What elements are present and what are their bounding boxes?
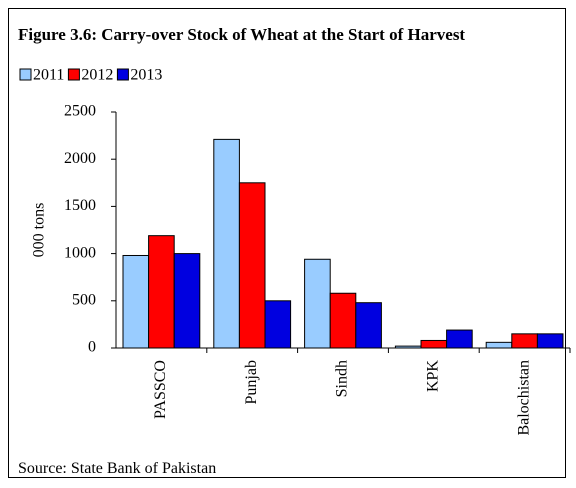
x-tick-label: Punjab: [243, 360, 260, 404]
chart-title: Figure 3.6: Carry-over Stock of Wheat at…: [18, 25, 466, 44]
y-tick-label: 1500: [64, 197, 96, 214]
source-note: Source: State Bank of Pakistan: [18, 460, 217, 477]
x-tick-label: KPK: [424, 360, 441, 392]
legend-label: 2012: [81, 67, 113, 84]
legend-label: 2011: [33, 67, 64, 84]
bar: [173, 253, 201, 349]
x-tick-label: Balochistan: [515, 360, 532, 436]
y-tick-label: 500: [72, 291, 96, 308]
y-tick-label: 2000: [64, 150, 96, 167]
bar: [148, 235, 175, 349]
bar: [394, 345, 422, 349]
bar: [511, 333, 538, 349]
bar: [355, 302, 382, 349]
bar: [420, 339, 448, 349]
bar: [485, 341, 513, 349]
x-tick-label: Sindh: [334, 360, 351, 397]
x-tick-label: PASSCO: [152, 360, 169, 419]
bar: [122, 254, 150, 349]
bar: [329, 292, 357, 349]
bar: [264, 300, 292, 349]
bar: [536, 333, 564, 349]
y-axis-label: 000 tons: [31, 203, 48, 258]
legend-label: 2013: [130, 67, 162, 84]
bar: [213, 138, 240, 349]
y-tick-label: 1000: [64, 244, 96, 261]
frame: [8, 8, 566, 478]
y-tick-label: 2500: [64, 103, 96, 120]
legend-swatch: [67, 68, 80, 81]
bar: [238, 182, 266, 349]
y-tick-label: 0: [88, 339, 96, 356]
bar: [304, 258, 331, 349]
legend-swatch: [116, 68, 129, 81]
legend-swatch: [19, 68, 32, 81]
bar: [446, 329, 473, 349]
